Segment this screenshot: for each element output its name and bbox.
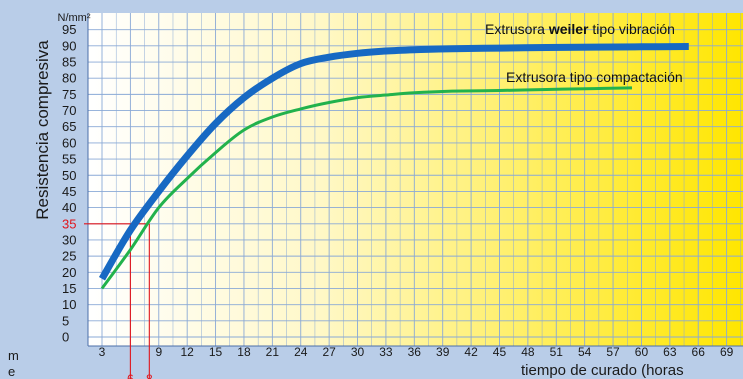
x-axis-title: tiempo de curado (horas xyxy=(521,362,684,379)
plot-background xyxy=(88,13,743,346)
x-tick-label: 48 xyxy=(521,345,535,359)
y-tick-label: 90 xyxy=(62,38,76,53)
y-tick-label: 15 xyxy=(62,281,76,296)
x-tick-label: 21 xyxy=(266,345,280,359)
y-tick-label: 95 xyxy=(62,22,76,37)
x-tick-label: 63 xyxy=(663,345,677,359)
x-tick-label: 36 xyxy=(408,345,422,359)
x-tick-label: 39 xyxy=(436,345,450,359)
annotation-x-label: 8 xyxy=(146,372,153,379)
y-tick-label: 55 xyxy=(62,152,76,167)
y-axis-title: Resistencia compresiva xyxy=(33,40,52,220)
y-tick-label: 65 xyxy=(62,119,76,134)
axes xyxy=(87,13,743,347)
x-tick-label: 3 xyxy=(99,345,106,359)
y-tick-label: 80 xyxy=(62,71,76,86)
annotation-x-label: 6 xyxy=(127,372,134,379)
x-tick-label: 12 xyxy=(180,345,194,359)
series-line-compactacion xyxy=(100,86,633,290)
y-tick-label: 45 xyxy=(62,184,76,199)
side-fragment-1: m xyxy=(8,348,19,363)
x-tick-label: 54 xyxy=(578,345,592,359)
y-tick-label: 75 xyxy=(62,87,76,102)
y-tick-label: 10 xyxy=(62,297,76,312)
x-tick-label: 24 xyxy=(294,345,308,359)
y-tick-label: 30 xyxy=(62,232,76,247)
y-tick-label: 0 xyxy=(62,330,69,345)
series-line-weiler-vibracion xyxy=(98,43,689,281)
x-tick-label: 60 xyxy=(635,345,649,359)
y-tick-label: 70 xyxy=(62,103,76,118)
legend-weiler-prefix: Extrusora xyxy=(485,21,549,37)
side-fragment-2: e xyxy=(8,364,15,379)
y-tick-label: 25 xyxy=(62,249,76,264)
legend-weiler: Extrusora weiler tipo vibración xyxy=(485,21,675,37)
x-tick-labels: 3 9 12 15 18 21 24 27 30 33 36 39 42 45 48 51 54 57 60 63 66… xyxy=(99,345,734,359)
x-tick-label: 69 xyxy=(720,345,734,359)
legend-compactacion: Extrusora tipo compactación xyxy=(506,69,683,85)
y-tick-label: 60 xyxy=(62,135,76,150)
y-tick-label: 5 xyxy=(62,313,69,328)
x-tick-label: 57 xyxy=(606,345,620,359)
x-tick-label: 27 xyxy=(322,345,336,359)
y-tick-label: 35 xyxy=(62,216,76,231)
y-tick-label: 85 xyxy=(62,55,76,70)
y-tick-label: 50 xyxy=(62,168,76,183)
legend-weiler-suffix: tipo vibración xyxy=(589,21,675,37)
x-tick-label: 66 xyxy=(692,345,706,359)
x-tick-label: 9 xyxy=(155,345,162,359)
x-tick-label: 42 xyxy=(464,345,478,359)
series xyxy=(98,43,689,290)
x-tick-label: 51 xyxy=(550,345,564,359)
y-tick-label: 40 xyxy=(62,200,76,215)
y-tick-label: 20 xyxy=(62,265,76,280)
x-tick-label: 45 xyxy=(493,345,507,359)
x-tick-label: 33 xyxy=(379,345,393,359)
grid xyxy=(88,13,743,346)
legend-weiler-brand: weiler xyxy=(548,21,589,37)
y-unit-label: N/mm² xyxy=(58,12,91,24)
x-tick-label: 30 xyxy=(351,345,365,359)
x-tick-label: 18 xyxy=(237,345,251,359)
x-tick-label: 15 xyxy=(209,345,223,359)
